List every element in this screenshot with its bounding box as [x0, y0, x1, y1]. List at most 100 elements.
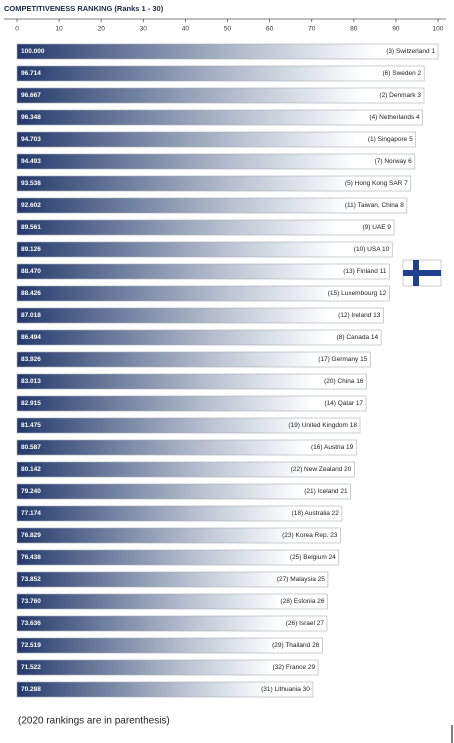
finland-flag	[402, 259, 442, 287]
category-label: (3) Switzerland 1	[386, 48, 435, 55]
category-label: (22) New Zealand 20	[291, 466, 352, 473]
category-label: (9) UAE 9	[363, 224, 392, 231]
value-label: 94.703	[21, 136, 41, 143]
value-label: 96.714	[21, 70, 41, 77]
category-label: (20) China 16	[324, 378, 364, 385]
category-label: (19) United Kingdom 18	[288, 422, 357, 429]
bar	[16, 505, 343, 522]
bar	[16, 329, 382, 346]
category-label: (32) France 29	[272, 664, 315, 671]
value-label: 77.174	[21, 510, 41, 517]
category-label: (14) Qatar 17	[324, 400, 363, 407]
value-label: 70.288	[21, 686, 41, 693]
footnote: (2020 rankings are in parenthesis)	[18, 716, 170, 727]
value-label: 86.494	[21, 334, 41, 341]
bar	[16, 549, 340, 566]
value-label: 96.667	[21, 92, 41, 99]
value-label: 94.493	[21, 158, 41, 165]
category-label: (15) Luxembourg 12	[328, 290, 387, 297]
bar	[16, 241, 393, 258]
bar	[16, 87, 425, 104]
value-label: 73.760	[21, 598, 41, 605]
value-label: 80.142	[21, 466, 41, 473]
value-label: 71.522	[21, 664, 41, 671]
bar	[16, 285, 390, 302]
bar	[16, 615, 328, 632]
x-tick-label: 60	[266, 26, 274, 33]
x-tick-label: 90	[392, 26, 400, 33]
category-label: (25) Belgium 24	[290, 554, 336, 561]
value-label: 96.348	[21, 114, 41, 121]
bar	[16, 65, 425, 82]
bar	[16, 637, 323, 654]
bar	[16, 461, 355, 478]
value-label: 89.561	[21, 224, 41, 231]
bar	[16, 153, 416, 170]
value-label: 87.018	[21, 312, 41, 319]
category-label: (17) Germany 15	[318, 356, 368, 363]
x-tick-label: 70	[308, 26, 316, 33]
bar	[16, 659, 319, 676]
bar	[16, 527, 341, 544]
bar	[16, 395, 367, 412]
value-label: 76.829	[21, 532, 41, 539]
category-label: (4) Netherlands 4	[369, 114, 420, 121]
category-label: (18) Australia 22	[292, 510, 340, 517]
bar	[16, 43, 439, 60]
x-tick-label: 50	[224, 26, 232, 33]
bar	[16, 593, 328, 610]
category-label: (7) Norway 6	[375, 158, 413, 165]
bar	[16, 219, 395, 236]
bar	[16, 109, 423, 126]
value-label: 100.000	[21, 48, 45, 55]
x-tick-label: 0	[15, 26, 19, 33]
category-label: (10) USA 10	[354, 246, 390, 253]
value-label: 93.538	[21, 180, 41, 187]
category-label: (28) Estonia 26	[280, 598, 324, 605]
category-label: (21) Iceland 21	[304, 488, 348, 495]
bar	[16, 417, 361, 434]
value-label: 76.438	[21, 554, 41, 561]
category-label: (12) Ireland 13	[338, 312, 381, 319]
category-label: (1) Singapore 5	[368, 136, 413, 143]
value-label: 88.426	[21, 290, 41, 297]
value-label: 92.602	[21, 202, 41, 209]
bar	[16, 439, 357, 456]
x-tick-label: 40	[182, 26, 190, 33]
value-label: 80.587	[21, 444, 41, 451]
value-label: 89.126	[21, 246, 41, 253]
category-label: (26) Israel 27	[286, 620, 325, 627]
x-tick-label: 80	[350, 26, 358, 33]
category-label: (8) Canada 14	[337, 334, 379, 341]
value-label: 73.852	[21, 576, 41, 583]
category-label: (11) Taiwan, China 8	[345, 202, 404, 209]
bar	[16, 373, 367, 390]
bar	[16, 351, 371, 368]
category-label: (2) Denmark 3	[379, 92, 421, 99]
value-label: 83.013	[21, 378, 41, 385]
value-label: 81.475	[21, 422, 41, 429]
category-label: (16) Austria 19	[311, 444, 354, 451]
x-tick-label: 30	[140, 26, 148, 33]
value-label: 72.519	[21, 642, 41, 649]
bar	[16, 131, 416, 148]
category-label: (23) Korea Rep. 23	[282, 532, 338, 539]
value-label: 83.926	[21, 356, 41, 363]
category-label: (6) Sweden 2	[382, 70, 421, 77]
category-label: (29) Thailand 28	[272, 642, 320, 649]
category-label: (5) Hong Kong SAR 7	[345, 180, 408, 187]
bar	[16, 681, 314, 698]
category-label: (31) Lithuania 30	[261, 686, 310, 693]
bar	[16, 175, 412, 192]
value-label: 82.915	[21, 400, 41, 407]
category-label: (13) Finland 11	[343, 268, 387, 275]
bar	[16, 483, 351, 500]
value-label: 79.240	[21, 488, 41, 495]
bar	[16, 307, 384, 324]
x-tick-label: 20	[98, 26, 106, 33]
bar	[16, 263, 390, 280]
value-label: 73.636	[21, 620, 41, 627]
bar	[16, 197, 408, 214]
bar	[16, 571, 329, 588]
